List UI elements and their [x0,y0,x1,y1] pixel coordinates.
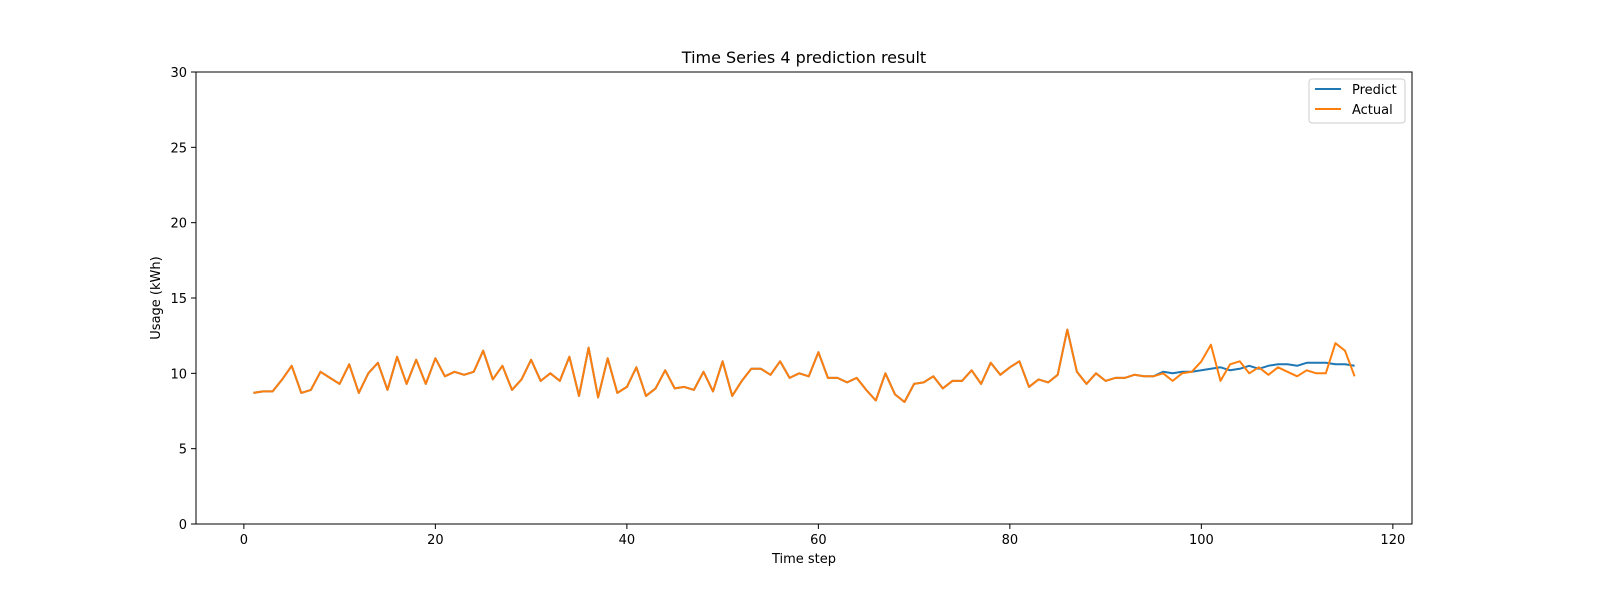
legend: Predict Actual [1308,78,1406,124]
y-axis-label: Usage (kWh) [149,256,164,339]
x-tick-label: 0 [240,533,248,548]
y-tick-label: 25 [170,141,187,156]
x-tick-label: 80 [1002,533,1019,548]
x-tick-label: 40 [619,533,636,548]
series-layer [253,328,1356,403]
y-tick-label: 5 [179,443,187,458]
x-tick-label: 60 [810,533,827,548]
plot-frame [195,71,1413,525]
y-tick-label: 20 [170,217,187,232]
legend-label-actual: Actual [1352,103,1393,118]
x-tick-label: 120 [1380,533,1405,548]
y-tick-label: 10 [170,367,187,382]
legend-label-predict: Predict [1352,83,1397,98]
chart-title: Time Series 4 prediction result [681,48,926,67]
x-axis-ticks: 0 20 40 60 80 100 120 [240,524,1405,548]
y-tick-label: 0 [179,518,187,533]
series-line-actual [253,328,1356,403]
plot-area [195,71,1413,525]
x-axis-label: Time step [771,552,836,567]
x-tick-label: 100 [1189,533,1214,548]
y-tick-label: 15 [170,292,187,307]
y-axis-ticks: 0 5 10 15 20 25 30 [170,66,196,533]
y-tick-label: 30 [170,66,187,81]
x-tick-label: 20 [427,533,444,548]
